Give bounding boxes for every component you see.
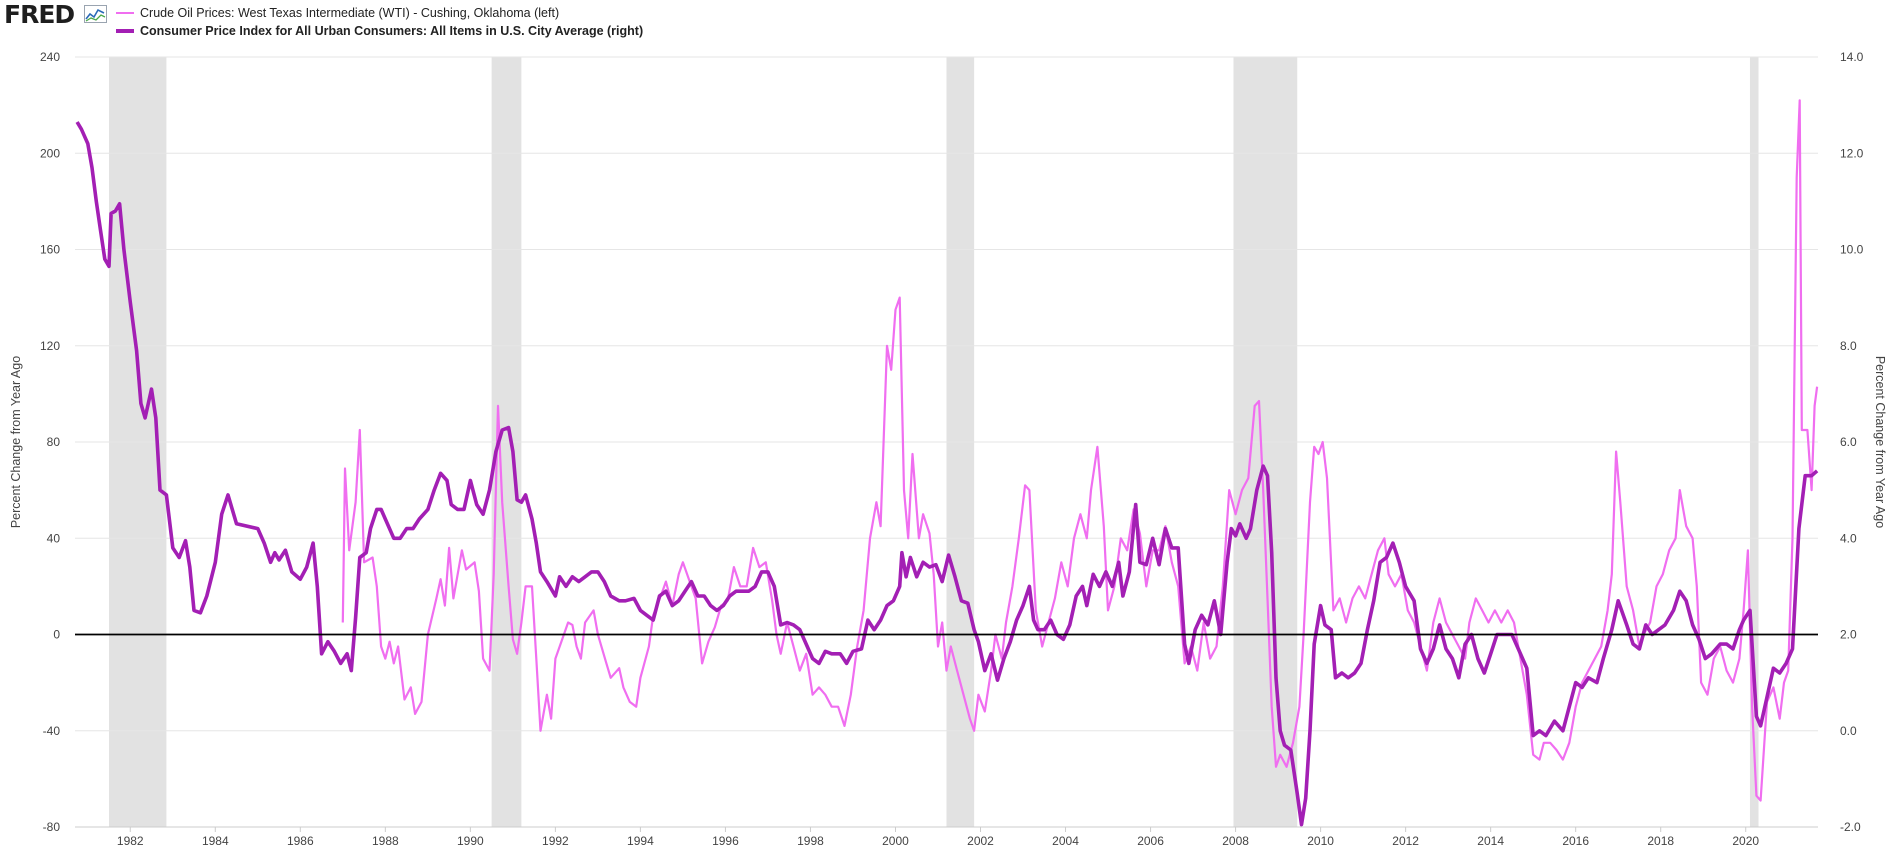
x-tick-label: 1984 [202,834,229,848]
legend-label-oil: Crude Oil Prices: West Texas Intermediat… [140,6,560,20]
y-tick-right: 0.0 [1840,724,1857,738]
y-tick-left: 80 [47,435,61,449]
legend-swatch-cpi [116,29,134,33]
x-tick-label: 2000 [882,834,909,848]
legend-item-oil[interactable]: Crude Oil Prices: West Texas Intermediat… [116,5,559,21]
legend-swatch-oil [116,12,134,14]
x-tick-label: 2006 [1137,834,1164,848]
line-chart-icon [84,5,107,23]
chart-header: FRED Crude Oil Prices: West Texas Interm… [0,0,1896,40]
y-axis-title-right: Percent Change from Year Ago [1873,356,1887,528]
y-tick-right: -2.0 [1840,820,1861,834]
x-tick-label: 2020 [1732,834,1759,848]
x-tick-label: 1998 [797,834,824,848]
y-tick-right: 8.0 [1840,339,1857,353]
y-tick-right: 6.0 [1840,435,1857,449]
x-tick-label: 2002 [967,834,994,848]
x-tick-label: 2016 [1562,834,1589,848]
y-tick-right: 4.0 [1840,531,1857,545]
x-tick-label: 1994 [627,834,654,848]
x-tick-label: 1996 [712,834,739,848]
x-tick-label: 2010 [1307,834,1334,848]
y-tick-left: 120 [40,339,60,353]
x-tick-label: 2014 [1477,834,1504,848]
y-tick-left: 40 [47,531,61,545]
y-tick-right: 10.0 [1840,243,1864,257]
x-tick-label: 1990 [457,834,484,848]
y-tick-left: -40 [43,724,61,738]
x-tick-label: 1988 [372,834,399,848]
series-line-oil[interactable] [341,99,1819,802]
fred-logo[interactable]: FRED [4,0,75,29]
y-tick-left: 240 [40,50,60,64]
x-tick-label: 2012 [1392,834,1419,848]
x-tick-label: 2004 [1052,834,1079,848]
x-tick-label: 1992 [542,834,569,848]
y-tick-right: 2.0 [1840,628,1857,642]
y-tick-left: -80 [43,820,61,834]
y-axis-title-left: Percent Change from Year Ago [9,356,23,528]
x-tick-label: 2008 [1222,834,1249,848]
y-tick-left: 200 [40,146,60,160]
x-tick-label: 2018 [1647,834,1674,848]
y-tick-left: 160 [40,243,60,257]
legend-item-cpi[interactable]: Consumer Price Index for All Urban Consu… [116,23,643,39]
y-tick-right: 12.0 [1840,146,1864,160]
y-tick-right: 14.0 [1840,50,1864,64]
x-tick-label: 1986 [287,834,314,848]
legend-label-cpi: Consumer Price Index for All Urban Consu… [140,24,644,38]
x-tick-label: 1982 [117,834,144,848]
y-tick-left: 0 [53,628,60,642]
